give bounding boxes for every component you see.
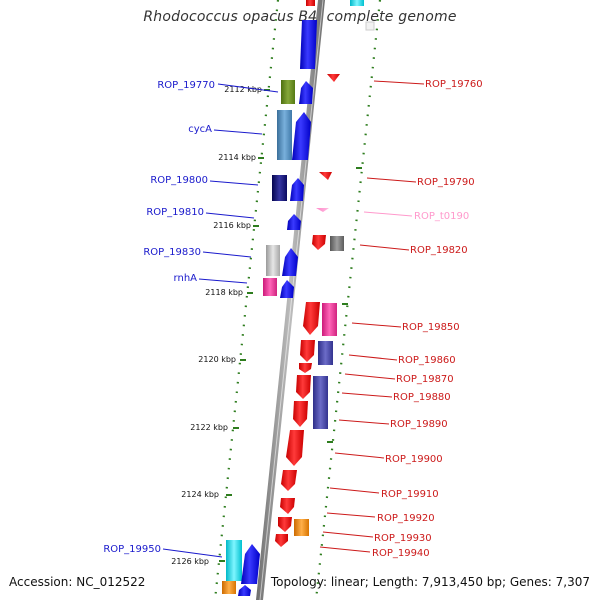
gene-arrow bbox=[290, 178, 304, 201]
gene-label[interactable]: cycA bbox=[188, 124, 212, 135]
map-title: Rhodococcus opacus B4, complete genome bbox=[143, 9, 457, 25]
gene-label[interactable]: ROP_19950 bbox=[103, 544, 161, 555]
right-leaders bbox=[319, 80, 425, 553]
gene-block bbox=[350, 0, 364, 6]
gene-label[interactable]: ROP_19820 bbox=[410, 245, 468, 256]
gene-arrow bbox=[241, 544, 260, 584]
gene-label[interactable]: ROP_19930 bbox=[374, 533, 432, 544]
gene-arrow bbox=[312, 235, 326, 250]
gene-arrow bbox=[275, 534, 288, 547]
gene-block bbox=[281, 80, 295, 104]
accession-text: Accession: NC_012522 bbox=[9, 575, 146, 589]
gene-arrow bbox=[316, 208, 329, 212]
gene-arrow bbox=[278, 517, 292, 532]
kbp-label-2114: 2114 kbp bbox=[218, 153, 256, 162]
gene-arrow bbox=[319, 172, 332, 180]
kbp-label-2118: 2118 kbp bbox=[205, 288, 243, 297]
gene-label[interactable]: ROP_t0190 bbox=[414, 211, 469, 222]
genome-summary: Topology: linear; Length: 7,913,450 bp; … bbox=[270, 575, 590, 589]
kbp-label-2112: 2112 kbp bbox=[224, 85, 262, 94]
gene-arrow bbox=[299, 81, 313, 104]
gene-block bbox=[263, 278, 277, 296]
kbp-label-2124: 2124 kbp bbox=[181, 490, 219, 499]
kbp-ticks bbox=[219, 89, 362, 562]
gene-block bbox=[306, 0, 315, 6]
kbp-label-2120: 2120 kbp bbox=[198, 355, 236, 364]
kbp-label-2126: 2126 kbp bbox=[171, 557, 209, 566]
right-track-rail bbox=[314, 0, 382, 600]
gene-block bbox=[277, 110, 292, 160]
gene-label[interactable]: ROP_19770 bbox=[157, 80, 215, 91]
gene-arrow bbox=[296, 375, 311, 399]
gene-label[interactable]: ROP_19810 bbox=[146, 207, 204, 218]
kbp-label-2122: 2122 kbp bbox=[190, 423, 228, 432]
gene-arrow bbox=[303, 302, 320, 335]
gene-arrow bbox=[282, 248, 298, 276]
gene-label[interactable]: ROP_19800 bbox=[150, 175, 208, 186]
gene-arrow bbox=[280, 498, 295, 514]
gene-label[interactable]: ROP_19880 bbox=[393, 392, 451, 403]
gene-label[interactable]: ROP_19830 bbox=[143, 247, 201, 258]
gene-block bbox=[294, 519, 309, 536]
gene-arrow bbox=[287, 214, 301, 230]
gene-arrow bbox=[286, 430, 304, 466]
gene-arrow bbox=[292, 112, 311, 160]
gene-arrow bbox=[238, 585, 251, 596]
gene-label[interactable]: rnhA bbox=[174, 273, 198, 284]
gene-arrow bbox=[280, 280, 294, 298]
left-leaders bbox=[162, 83, 279, 558]
gene-block bbox=[318, 341, 333, 365]
kbp-label-2116: 2116 kbp bbox=[213, 221, 251, 230]
gene-arrow bbox=[299, 363, 312, 373]
gene-label[interactable]: ROP_19910 bbox=[381, 489, 439, 500]
gene-block bbox=[322, 303, 337, 336]
gene-label[interactable]: ROP_19850 bbox=[402, 322, 460, 333]
gene-arrow bbox=[293, 401, 308, 427]
gene-label[interactable]: ROP_19860 bbox=[398, 355, 456, 366]
gene-block bbox=[266, 245, 280, 276]
gene-block bbox=[272, 175, 287, 201]
gene-arrow bbox=[300, 340, 315, 362]
gene-block bbox=[222, 581, 236, 594]
gene-label[interactable]: ROP_19870 bbox=[396, 374, 454, 385]
gene-block bbox=[226, 540, 242, 581]
gene-label[interactable]: ROP_19760 bbox=[425, 79, 483, 90]
gene-label[interactable]: ROP_19920 bbox=[377, 513, 435, 524]
rna-leader bbox=[363, 211, 413, 217]
gene-arrow bbox=[327, 74, 340, 82]
gene-label[interactable]: ROP_19940 bbox=[372, 548, 430, 559]
gene-block bbox=[330, 236, 344, 251]
gene-label[interactable]: ROP_19890 bbox=[390, 419, 448, 430]
gene-label[interactable]: ROP_19900 bbox=[385, 454, 443, 465]
gene-block bbox=[365, 21, 375, 31]
gene-arrow bbox=[300, 20, 317, 69]
gene-block bbox=[313, 376, 328, 429]
gene-label[interactable]: ROP_19790 bbox=[417, 177, 475, 188]
gene-arrow bbox=[281, 470, 297, 491]
